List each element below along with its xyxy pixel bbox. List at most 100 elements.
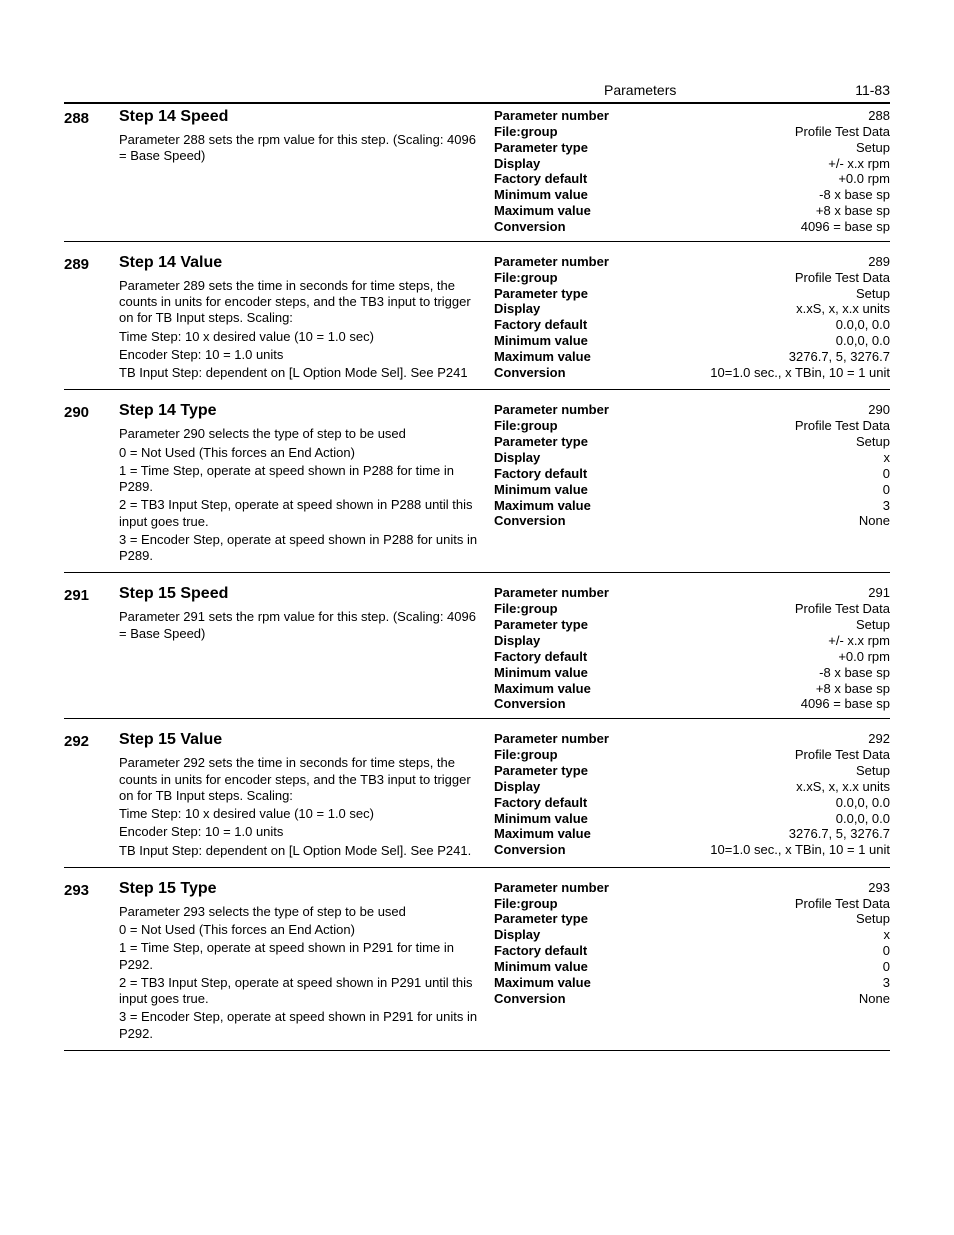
property-row: Conversion10=1.0 sec., x TBin, 10 = 1 un… <box>494 842 890 858</box>
entry-description: Step 14 Type Parameter 290 selects the ty… <box>119 402 494 566</box>
property-value: x <box>692 450 890 466</box>
entry-description-line: Encoder Step: 10 = 1.0 units <box>119 824 484 840</box>
property-row: Display+/- x.x rpm <box>494 156 890 172</box>
property-value: Setup <box>692 911 890 927</box>
property-row: Factory default0.0,0, 0.0 <box>494 795 890 811</box>
entry-title: Step 14 Value <box>119 254 484 272</box>
property-label: Minimum value <box>494 333 692 349</box>
property-value: 3276.7, 5, 3276.7 <box>692 349 890 365</box>
entry-description-line: Encoder Step: 10 = 1.0 units <box>119 347 484 363</box>
entries-container: 288Step 14 SpeedParameter 288 sets the r… <box>64 104 890 1051</box>
property-label: File:group <box>494 747 692 763</box>
entry-number: 293 <box>64 880 119 1044</box>
property-row: Parameter number289 <box>494 254 890 270</box>
entry-description: Step 15 ValueParameter 292 sets the time… <box>119 731 494 861</box>
property-row: Factory default0.0,0, 0.0 <box>494 317 890 333</box>
property-value: +/- x.x rpm <box>692 633 890 649</box>
entry-description-line: Time Step: 10 x desired value (10 = 1.0 … <box>119 806 484 822</box>
property-value: x <box>692 927 890 943</box>
property-row: Parameter typeSetup <box>494 763 890 779</box>
property-value: Setup <box>692 617 890 633</box>
entry-description-line: Time Step: 10 x desired value (10 = 1.0 … <box>119 329 484 345</box>
property-row: Displayx <box>494 450 890 466</box>
entry-properties: Parameter number293File:groupProfile Tes… <box>494 880 890 1044</box>
property-row: Parameter number288 <box>494 108 890 124</box>
parameter-entry: 288Step 14 SpeedParameter 288 sets the r… <box>64 104 890 242</box>
property-label: Minimum value <box>494 482 692 498</box>
property-label: Conversion <box>494 365 692 381</box>
property-label: Maximum value <box>494 681 692 697</box>
entry-properties: Parameter number292File:groupProfile Tes… <box>494 731 890 861</box>
property-value: Profile Test Data <box>692 896 890 912</box>
property-label: Factory default <box>494 943 692 959</box>
entry-title: Step 14 Type <box>119 402 484 420</box>
property-value: 0 <box>692 482 890 498</box>
property-row: Minimum value0 <box>494 482 890 498</box>
entry-title: Step 15 Type <box>119 880 484 898</box>
property-label: Conversion <box>494 842 692 858</box>
property-value: +0.0 rpm <box>692 649 890 665</box>
property-row: ConversionNone <box>494 513 890 529</box>
parameter-entry: 292 Step 15 ValueParameter 292 sets the t… <box>64 727 890 868</box>
property-value: Setup <box>692 434 890 450</box>
entry-description-line: Parameter 290 selects the type of step t… <box>119 426 484 442</box>
property-value: Setup <box>692 140 890 156</box>
property-label: Maximum value <box>494 975 692 991</box>
entry-title: Step 15 Value <box>119 731 484 749</box>
property-value: 292 <box>692 731 890 747</box>
property-label: Parameter number <box>494 731 692 747</box>
property-row: Factory default0 <box>494 466 890 482</box>
property-label: Minimum value <box>494 811 692 827</box>
entry-properties: Parameter number288File:groupProfile Tes… <box>494 108 890 235</box>
entry-number: 289 <box>64 254 119 384</box>
property-row: File:groupProfile Test Data <box>494 418 890 434</box>
entry-title: Step 15 Speed <box>119 585 484 603</box>
entry-title: Step 14 Speed <box>119 108 484 126</box>
property-row: Display+/- x.x rpm <box>494 633 890 649</box>
property-row: Maximum value3276.7, 5, 3276.7 <box>494 349 890 365</box>
property-value: 4096 = base sp <box>692 219 890 235</box>
property-label: Maximum value <box>494 349 692 365</box>
property-value: 3 <box>692 498 890 514</box>
property-value: 290 <box>692 402 890 418</box>
property-value: 0.0,0, 0.0 <box>692 811 890 827</box>
property-label: Factory default <box>494 171 692 187</box>
entry-description-line: Parameter 288 sets the rpm value for thi… <box>119 132 484 165</box>
property-label: Factory default <box>494 795 692 811</box>
property-value: 10=1.0 sec., x TBin, 10 = 1 unit <box>692 842 890 858</box>
property-row: Parameter typeSetup <box>494 617 890 633</box>
property-value: 4096 = base sp <box>692 696 890 712</box>
entry-description-line: 1 = Time Step, operate at speed shown in… <box>119 940 484 973</box>
property-label: Maximum value <box>494 203 692 219</box>
property-label: File:group <box>494 418 692 434</box>
property-value: Profile Test Data <box>692 747 890 763</box>
property-value: Profile Test Data <box>692 270 890 286</box>
property-row: Parameter typeSetup <box>494 286 890 302</box>
property-row: File:groupProfile Test Data <box>494 601 890 617</box>
property-row: Minimum value0.0,0, 0.0 <box>494 333 890 349</box>
property-label: File:group <box>494 896 692 912</box>
entry-properties: Parameter number291File:groupProfile Tes… <box>494 585 890 712</box>
header-page-number: 11-83 <box>810 82 890 98</box>
property-value: 293 <box>692 880 890 896</box>
entry-description-line: 3 = Encoder Step, operate at speed shown… <box>119 1009 484 1042</box>
property-label: Parameter type <box>494 286 692 302</box>
property-value: 0 <box>692 466 890 482</box>
entry-properties: Parameter number289File:groupProfile Tes… <box>494 254 890 384</box>
property-label: Display <box>494 156 692 172</box>
parameter-entry: 290 Step 14 Type Parameter 290 selects the… <box>64 398 890 573</box>
entry-description-line: 2 = TB3 Input Step, operate at speed sho… <box>119 497 484 530</box>
property-value: -8 x base sp <box>692 665 890 681</box>
parameter-entry: 293Step 15 TypeParameter 293 selects the… <box>64 876 890 1051</box>
property-label: Conversion <box>494 991 692 1007</box>
property-row: File:groupProfile Test Data <box>494 896 890 912</box>
property-value: None <box>692 513 890 529</box>
property-label: File:group <box>494 601 692 617</box>
header-title: Parameters <box>604 82 810 98</box>
property-label: Display <box>494 450 692 466</box>
entry-description-line: 0 = Not Used (This forces an End Action) <box>119 445 484 461</box>
property-row: Displayx <box>494 927 890 943</box>
property-value: 289 <box>692 254 890 270</box>
entry-description-line: 3 = Encoder Step, operate at speed shown… <box>119 532 484 565</box>
property-row: Factory default+0.0 rpm <box>494 171 890 187</box>
